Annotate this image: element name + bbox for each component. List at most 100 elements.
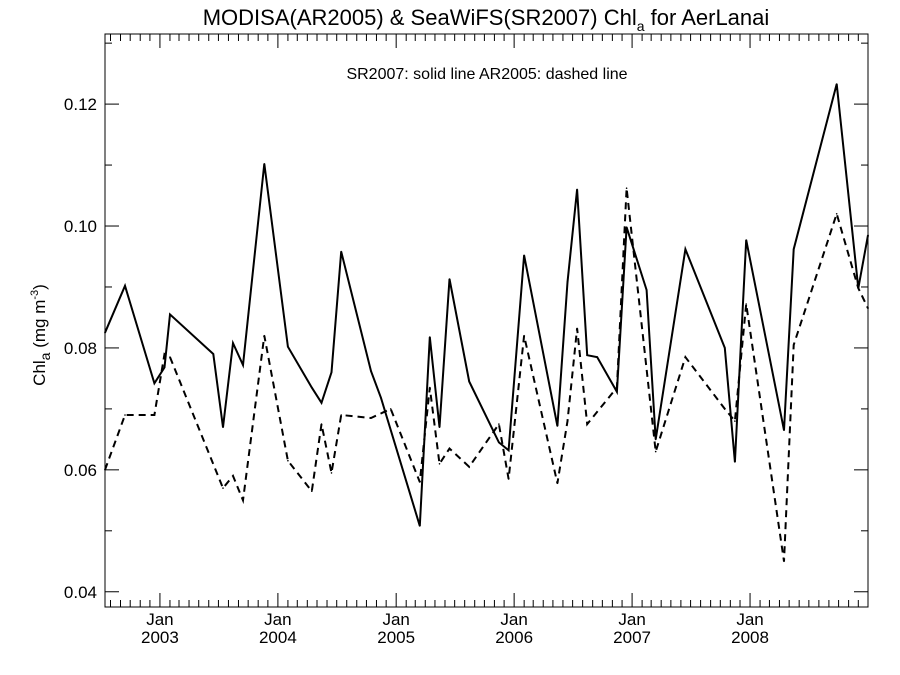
data-point-dashed bbox=[507, 478, 510, 480]
data-point-dashed bbox=[576, 327, 578, 330]
series-layer bbox=[104, 83, 869, 563]
data-point-dashed bbox=[498, 423, 500, 425]
data-point-solid bbox=[684, 248, 687, 250]
data-point-dashed bbox=[616, 386, 618, 389]
data-point-dashed bbox=[242, 499, 244, 502]
x-tick-year: 2003 bbox=[141, 628, 179, 647]
x-tick-month: Jan bbox=[264, 610, 291, 629]
y-axis: 0.04 0.06 0.08 0.10 0.12 bbox=[64, 42, 868, 602]
chart-title: MODISA(AR2005) & SeaWiFS(SR2007) Chla fo… bbox=[203, 5, 770, 34]
x-tick-month: Jan bbox=[736, 610, 763, 629]
data-point-dashed bbox=[429, 386, 431, 389]
x-axis: Jan2003Jan2004Jan2005Jan2006Jan2007Jan20… bbox=[109, 34, 859, 647]
data-point-dashed bbox=[857, 287, 860, 290]
series-dashed-line bbox=[104, 188, 869, 562]
y-tick-label: 0.04 bbox=[64, 583, 97, 602]
legend-note: SR2007: solid line AR2005: dashed line bbox=[346, 66, 627, 83]
data-point-solid bbox=[835, 83, 838, 85]
data-point-solid bbox=[153, 382, 156, 385]
data-point-solid bbox=[104, 331, 106, 334]
data-point-solid bbox=[222, 426, 224, 429]
x-tick-month: Jan bbox=[618, 610, 645, 629]
data-point-solid bbox=[616, 391, 618, 393]
data-point-solid bbox=[783, 429, 785, 432]
data-point-dashed bbox=[438, 463, 441, 465]
data-point-solid bbox=[163, 366, 166, 369]
data-point-dashed bbox=[153, 414, 156, 416]
y-axis-label: Chla (mg m-3) bbox=[29, 284, 53, 386]
data-point-dashed bbox=[625, 187, 628, 189]
data-point-solid bbox=[724, 347, 726, 349]
data-point-dashed bbox=[163, 353, 166, 355]
y-tick-label: 0.08 bbox=[64, 339, 97, 358]
data-point-dashed bbox=[340, 414, 343, 416]
data-point-solid bbox=[645, 289, 648, 291]
data-point-solid bbox=[566, 281, 569, 283]
x-tick-year: 2007 bbox=[613, 628, 651, 647]
data-point-solid bbox=[340, 250, 343, 253]
data-point-dashed bbox=[370, 417, 372, 419]
data-point-dashed bbox=[783, 560, 785, 563]
data-point-dashed bbox=[724, 408, 726, 410]
x-tick-month: Jan bbox=[146, 610, 173, 629]
data-point-dashed bbox=[222, 487, 224, 489]
data-point-solid bbox=[287, 345, 289, 348]
y-tick-label: 0.10 bbox=[64, 217, 97, 236]
data-point-solid bbox=[124, 285, 126, 287]
data-point-solid bbox=[438, 426, 441, 429]
data-point-dashed bbox=[287, 459, 289, 462]
data-point-dashed bbox=[745, 303, 747, 305]
data-point-dashed bbox=[124, 414, 126, 416]
data-point-solid bbox=[507, 449, 510, 452]
data-point-solid bbox=[263, 163, 266, 165]
x-tick-year: 2008 bbox=[731, 628, 769, 647]
data-point-dashed bbox=[419, 481, 421, 483]
data-point-dashed bbox=[169, 356, 171, 358]
data-point-dashed bbox=[330, 472, 333, 474]
data-point-dashed bbox=[104, 469, 106, 471]
y-tick-label: 0.12 bbox=[64, 95, 97, 114]
y-tick-label: 0.06 bbox=[64, 461, 97, 480]
data-point-dashed bbox=[867, 307, 869, 310]
data-point-solid bbox=[380, 397, 382, 399]
data-point-dashed bbox=[320, 423, 323, 425]
data-point-solid bbox=[320, 402, 323, 404]
data-point-solid bbox=[330, 371, 333, 374]
data-point-solid bbox=[468, 380, 471, 383]
data-point-solid bbox=[212, 353, 215, 355]
data-point-dashed bbox=[389, 408, 392, 410]
data-point-solid bbox=[625, 226, 628, 228]
data-point-solid bbox=[370, 370, 372, 372]
data-point-dashed bbox=[263, 334, 266, 337]
data-point-solid bbox=[169, 313, 171, 316]
data-point-solid bbox=[734, 461, 736, 463]
data-point-dashed bbox=[684, 356, 687, 358]
x-tick-month: Jan bbox=[382, 610, 409, 629]
data-point-solid bbox=[654, 438, 657, 441]
data-point-solid bbox=[523, 254, 525, 257]
data-point-solid bbox=[745, 239, 747, 241]
data-point-dashed bbox=[556, 482, 559, 485]
data-point-dashed bbox=[448, 447, 451, 450]
data-point-solid bbox=[792, 248, 795, 250]
data-point-dashed bbox=[586, 423, 588, 425]
data-point-dashed bbox=[468, 466, 471, 468]
data-point-solid bbox=[429, 336, 431, 338]
data-point-solid bbox=[576, 188, 578, 191]
data-point-dashed bbox=[734, 420, 736, 422]
plot-frame bbox=[104, 33, 869, 608]
data-point-dashed bbox=[523, 334, 525, 337]
data-point-dashed bbox=[835, 213, 838, 215]
data-point-solid bbox=[498, 441, 500, 444]
x-tick-year: 2004 bbox=[259, 628, 297, 647]
x-tick-year: 2006 bbox=[495, 628, 533, 647]
data-point-solid bbox=[242, 364, 244, 366]
series-solid-line bbox=[104, 83, 869, 527]
data-point-solid bbox=[448, 278, 451, 280]
data-point-dashed bbox=[792, 344, 795, 346]
data-point-solid bbox=[311, 386, 313, 389]
data-point-dashed bbox=[566, 420, 569, 422]
data-point-solid bbox=[232, 342, 234, 344]
x-tick-month: Jan bbox=[500, 610, 527, 629]
